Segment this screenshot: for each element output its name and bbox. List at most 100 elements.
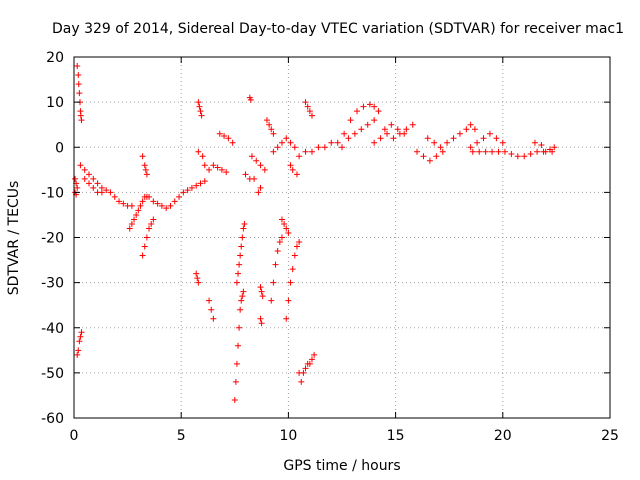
data-point (420, 153, 427, 160)
data-point (409, 121, 416, 128)
data-point (86, 171, 93, 178)
data-point (251, 175, 258, 182)
y-tick-label: -10 (41, 185, 64, 201)
data-point (358, 126, 365, 133)
data-point (551, 144, 558, 151)
data-point (291, 252, 298, 259)
data-point (366, 101, 373, 108)
data-point (360, 103, 367, 110)
data-point (184, 187, 191, 194)
data-point (467, 121, 474, 128)
data-point (293, 243, 300, 250)
data-point (154, 200, 161, 207)
data-point (401, 130, 408, 137)
data-point (75, 347, 82, 354)
data-point (239, 293, 246, 300)
data-point (167, 202, 174, 209)
data-point (257, 315, 264, 322)
data-point (258, 288, 265, 295)
data-point (199, 153, 206, 160)
data-point (72, 175, 79, 182)
data-point (476, 148, 483, 155)
data-point (78, 117, 85, 124)
data-point (195, 279, 202, 286)
data-points (72, 63, 558, 403)
data-point (508, 151, 515, 158)
data-point (198, 112, 205, 119)
data-point (148, 220, 155, 227)
data-point (469, 148, 476, 155)
grid-lines (74, 57, 610, 418)
data-point (255, 189, 262, 196)
data-point (377, 135, 384, 142)
data-point (426, 157, 433, 164)
data-point (347, 117, 354, 124)
data-point (339, 144, 345, 151)
data-point (467, 144, 474, 151)
data-point (247, 96, 254, 103)
data-point (77, 112, 84, 119)
y-tick-label: 10 (46, 95, 64, 111)
data-point (235, 270, 242, 277)
data-point (133, 211, 140, 218)
data-point (206, 297, 213, 304)
data-point (302, 365, 309, 372)
data-point (107, 189, 114, 196)
data-point (321, 144, 328, 151)
data-point (193, 270, 200, 277)
data-point (216, 130, 223, 137)
data-point (270, 130, 277, 137)
data-point (306, 108, 313, 115)
data-point (253, 157, 260, 164)
data-point (90, 184, 97, 191)
data-point (94, 180, 101, 187)
data-point (285, 297, 292, 304)
data-point (116, 198, 123, 205)
y-tick-label: 0 (55, 140, 64, 156)
data-point (258, 320, 265, 327)
data-point (76, 338, 83, 345)
data-point (74, 63, 81, 70)
data-point (486, 130, 493, 137)
data-point (240, 288, 247, 295)
y-tick-labels: -60 -50 -40 -30 -20 -10 0 10 20 (41, 50, 64, 427)
data-point (120, 200, 127, 207)
data-point (261, 166, 268, 173)
y-tick-label: -30 (41, 276, 64, 292)
data-point (463, 126, 470, 133)
y-tick-label: -50 (41, 366, 64, 382)
data-point (235, 342, 242, 349)
data-point (283, 315, 290, 322)
data-point (259, 293, 266, 300)
data-point (296, 239, 303, 246)
data-point (308, 148, 315, 155)
y-tick-label: 20 (46, 50, 64, 66)
data-point (208, 306, 215, 313)
data-point (371, 103, 378, 110)
axis-ticks (73, 56, 611, 419)
data-point (197, 108, 204, 115)
data-point (233, 279, 240, 286)
x-tick-labels: 0 5 10 15 20 25 (70, 428, 619, 444)
data-point (328, 139, 335, 146)
data-point (214, 164, 221, 171)
data-point (171, 198, 178, 205)
x-tick-label: 5 (177, 428, 186, 444)
data-point (298, 378, 305, 385)
data-point (302, 148, 309, 155)
data-point (195, 148, 202, 155)
data-point (77, 162, 84, 169)
data-point (531, 139, 538, 146)
data-point (238, 243, 245, 250)
data-point (311, 351, 318, 358)
data-point (437, 144, 444, 151)
data-point (111, 193, 118, 200)
data-point (142, 166, 149, 173)
data-point (270, 279, 277, 286)
y-tick-label: -60 (41, 411, 64, 427)
data-point (471, 126, 478, 133)
data-point (266, 121, 273, 128)
data-point (281, 220, 288, 227)
y-tick-label: -40 (41, 321, 64, 337)
data-point (263, 117, 270, 124)
